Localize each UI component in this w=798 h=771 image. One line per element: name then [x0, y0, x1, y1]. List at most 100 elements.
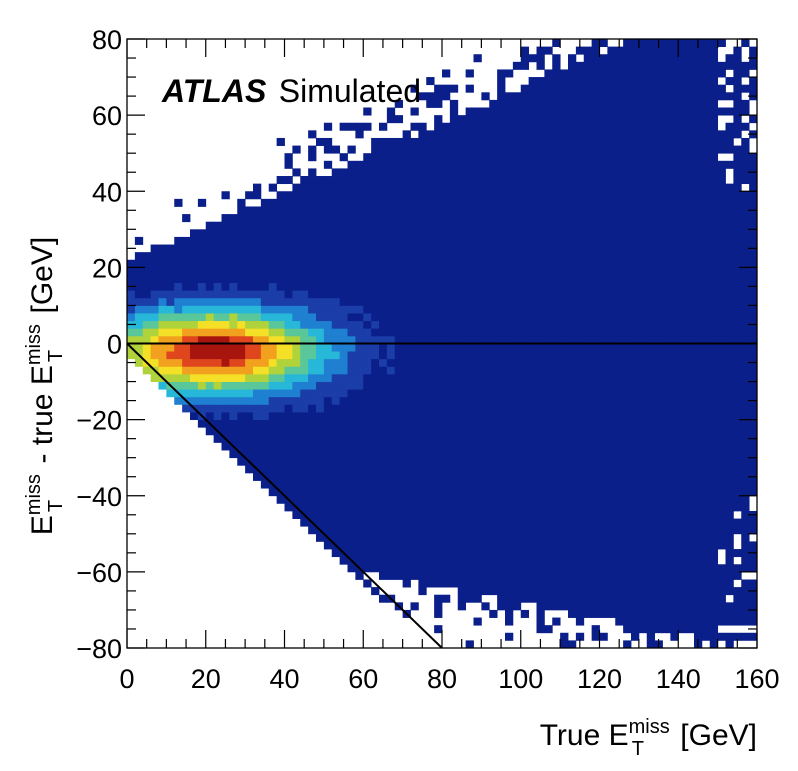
heatmap-cell — [725, 221, 734, 230]
heatmap-cell — [552, 198, 561, 207]
heatmap-cell — [465, 84, 474, 93]
heatmap-cell — [457, 602, 467, 611]
heatmap-cell — [701, 389, 711, 398]
heatmap-cell — [701, 77, 711, 86]
heatmap-cell — [544, 191, 553, 200]
heatmap-cell — [481, 145, 490, 154]
heatmap-cell — [528, 221, 537, 230]
heatmap-cell — [221, 305, 230, 314]
heatmap-cell — [741, 191, 750, 200]
heatmap-cell — [276, 450, 285, 459]
heatmap-cell — [520, 556, 530, 565]
heatmap-cell — [741, 541, 750, 550]
heatmap-cell — [528, 571, 537, 580]
x-axis-title-prefix: True E — [540, 719, 629, 752]
heatmap-cell — [473, 541, 482, 550]
heatmap-cell — [505, 343, 514, 352]
heatmap-cell — [434, 290, 443, 299]
heatmap-cell — [308, 183, 317, 192]
heatmap-cell — [308, 465, 317, 474]
heatmap-cell — [733, 335, 742, 344]
heatmap-cell — [260, 434, 270, 443]
heatmap-cell — [544, 214, 553, 223]
heatmap-cell — [701, 244, 711, 253]
heatmap-cell — [512, 343, 522, 352]
heatmap-cell — [560, 313, 569, 322]
heatmap-cell — [174, 351, 183, 360]
heatmap-cell — [182, 404, 191, 413]
heatmap-cell — [560, 442, 569, 451]
heatmap-cell — [379, 259, 388, 268]
heatmap-cell — [434, 541, 443, 550]
heatmap-cell — [749, 480, 758, 489]
heatmap-cell — [481, 305, 490, 314]
heatmap-cell — [591, 503, 600, 512]
heatmap-cell — [654, 153, 663, 162]
heatmap-cell — [654, 587, 663, 596]
heatmap-cell — [591, 427, 600, 436]
heatmap-cell — [347, 206, 356, 215]
heatmap-cell — [134, 335, 144, 344]
heatmap-cell — [536, 472, 545, 481]
heatmap-cell — [694, 556, 703, 565]
heatmap-cell — [434, 625, 443, 634]
heatmap-cell — [481, 252, 490, 261]
heatmap-cell — [489, 335, 498, 344]
heatmap-cell — [560, 373, 569, 382]
heatmap-cell — [426, 579, 435, 588]
heatmap-cell — [686, 115, 695, 124]
heatmap-cell — [552, 244, 561, 253]
heatmap-cell — [694, 115, 703, 124]
heatmap-cell — [638, 556, 648, 565]
heatmap-cell — [583, 145, 593, 154]
heatmap-cell — [481, 320, 490, 329]
heatmap-cell — [237, 358, 246, 367]
heatmap-cell — [394, 153, 404, 162]
heatmap-cell — [709, 442, 719, 451]
heatmap-cell — [615, 252, 624, 261]
heatmap-cell — [512, 198, 522, 207]
heatmap-cell — [253, 381, 262, 390]
heatmap-cell — [662, 564, 671, 573]
heatmap-cell — [615, 503, 624, 512]
heatmap-cell — [371, 518, 380, 527]
heatmap-cell — [371, 366, 380, 375]
heatmap-cell — [662, 503, 671, 512]
heatmap-cell — [749, 305, 758, 314]
heatmap-cell — [284, 305, 293, 314]
heatmap-cell — [347, 373, 356, 382]
heatmap-cell — [142, 366, 152, 375]
heatmap-cell — [646, 594, 656, 603]
heatmap-cell — [599, 259, 608, 268]
heatmap-cell — [245, 442, 254, 451]
heatmap-cell — [481, 198, 490, 207]
heatmap-cell — [591, 389, 600, 398]
heatmap-cell — [237, 221, 246, 230]
heatmap-cell — [536, 571, 545, 580]
heatmap-cell — [733, 153, 742, 162]
heatmap-cell — [402, 488, 411, 497]
heatmap-cell — [426, 556, 435, 565]
heatmap-cell — [442, 526, 451, 535]
heatmap-cell — [379, 381, 388, 390]
heatmap-cell — [575, 259, 585, 268]
heatmap-cell — [489, 267, 498, 276]
heatmap-cell — [552, 404, 561, 413]
heatmap-cell — [465, 495, 474, 504]
heatmap-cell — [638, 130, 648, 139]
heatmap-cell — [505, 206, 514, 215]
heatmap-cell — [426, 472, 435, 481]
heatmap-cell — [473, 328, 482, 337]
heatmap-cell — [505, 183, 514, 192]
heatmap-cell — [560, 198, 569, 207]
heatmap-cell — [678, 282, 687, 291]
heatmap-cell — [386, 214, 396, 223]
heatmap-cell — [355, 351, 364, 360]
heatmap-cell — [544, 282, 553, 291]
heatmap-cell — [457, 358, 467, 367]
heatmap-cell — [583, 419, 593, 428]
heatmap-cell — [394, 533, 404, 542]
heatmap-cell — [363, 191, 372, 200]
heatmap-cell — [355, 457, 364, 466]
heatmap-cell — [308, 366, 317, 375]
